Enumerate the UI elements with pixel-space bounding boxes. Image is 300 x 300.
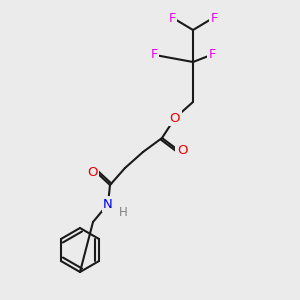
Text: O: O — [177, 145, 187, 158]
Text: H: H — [118, 206, 127, 218]
Text: F: F — [150, 49, 158, 62]
Text: O: O — [87, 166, 97, 178]
Text: F: F — [208, 49, 216, 62]
Text: F: F — [210, 11, 218, 25]
Text: N: N — [103, 197, 113, 211]
Text: O: O — [170, 112, 180, 124]
Text: F: F — [168, 11, 175, 25]
